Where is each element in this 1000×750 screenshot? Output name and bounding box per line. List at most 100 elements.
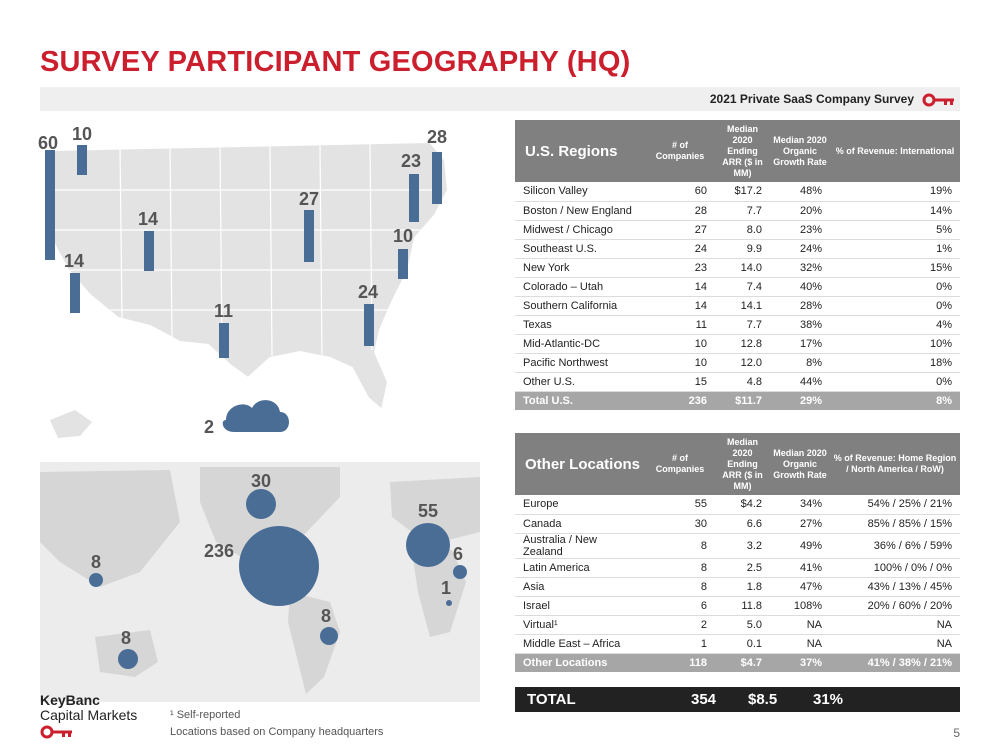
bar-texas [219, 323, 229, 358]
label-europe: 55 [418, 501, 439, 521]
table-cell: 15% [830, 258, 960, 278]
bubble-asia [89, 573, 103, 587]
table-row: Middle East – Africa 1 0.1 NA NA [515, 634, 960, 654]
bar-new-york [409, 174, 419, 222]
table-cell: 4.8 [715, 372, 770, 392]
table-cell: Australia / New Zealand [515, 533, 645, 559]
label-middle-east: 1 [441, 578, 452, 598]
us-map: 60 10 14 14 27 11 23 28 10 24 2 [30, 120, 470, 455]
table-cell: Pacific Northwest [515, 353, 645, 373]
table-cell: Middle East – Africa [515, 634, 645, 654]
table-cell: 44% [770, 372, 830, 392]
label-australia: 8 [121, 628, 132, 648]
table-row: Israel 6 11.8 108% 20% / 60% / 20% [515, 596, 960, 616]
total-row: Other Locations 118 $4.7 37% 41% / 38% / 21% [515, 653, 960, 672]
table-cell: 20% [770, 201, 830, 221]
table-cell: 100% / 0% / 0% [830, 558, 960, 578]
table-header: Other Locations [515, 433, 645, 495]
label-israel: 6 [453, 544, 464, 564]
table-cell: 7.4 [715, 277, 770, 297]
table-cell: 1.8 [715, 577, 770, 597]
total-row: Total U.S. 236 $11.7 29% 8% [515, 391, 960, 410]
keybanc-logo: KeyBanc Capital Markets [40, 693, 137, 742]
table-cell: Mid-Atlantic-DC [515, 334, 645, 354]
table-cell: 11.8 [715, 596, 770, 616]
bar-mid-atlantic [398, 249, 408, 279]
bubble-europe [406, 523, 450, 567]
total-cell: 236 [645, 391, 715, 410]
grand-total-arr: $8.5 [748, 691, 778, 708]
table-cell: 17% [770, 334, 830, 354]
logo-line2: Capital Markets [40, 707, 138, 723]
table-row: Boston / New England 28 7.7 20% 14% [515, 201, 960, 221]
label-us: 236 [204, 541, 235, 561]
table-cell: 41% [770, 558, 830, 578]
label-midwest-chicago: 27 [299, 189, 320, 209]
label-pacific-northwest: 10 [72, 124, 93, 144]
label-mid-atlantic: 10 [393, 226, 414, 246]
total-cell: $4.7 [715, 653, 770, 672]
total-cell: 37% [770, 653, 830, 672]
total-cell: 29% [770, 391, 830, 410]
label-colorado-utah: 14 [138, 209, 159, 229]
table-cell: Southern California [515, 296, 645, 316]
table-cell: 10% [830, 334, 960, 354]
table-row: Texas 11 7.7 38% 4% [515, 315, 960, 335]
table-cell: 23% [770, 220, 830, 240]
table-cell: Europe [515, 495, 645, 515]
label-other-us: 2 [204, 417, 215, 437]
table-cell: 1 [645, 634, 715, 654]
other-locations-table: Other Locations # of Companies Median 20… [515, 433, 960, 672]
bar-pacific-northwest [77, 145, 87, 175]
table-row: Silicon Valley 60 $17.2 48% 19% [515, 182, 960, 202]
table-cell: 0% [830, 372, 960, 392]
table-cell: Southeast U.S. [515, 239, 645, 259]
table-row: Mid-Atlantic-DC 10 12.8 17% 10% [515, 334, 960, 354]
table-cell: 14% [830, 201, 960, 221]
subheader-bar [40, 87, 960, 111]
table-row: Canada 30 6.6 27% 85% / 85% / 15% [515, 514, 960, 534]
table-cell: 43% / 13% / 45% [830, 577, 960, 597]
table-cell: Texas [515, 315, 645, 335]
table-cell: 28% [770, 296, 830, 316]
table-cell: 5.0 [715, 615, 770, 635]
table-row: Colorado – Utah 14 7.4 40% 0% [515, 277, 960, 297]
world-map-shape [40, 467, 480, 694]
table-cell: 0% [830, 277, 960, 297]
table-cell: 8 [645, 558, 715, 578]
table-row: Other U.S. 15 4.8 44% 0% [515, 372, 960, 392]
table-cell: 14 [645, 277, 715, 297]
bubble-australia [118, 649, 138, 669]
table-cell: 6 [645, 596, 715, 616]
page-title: SURVEY PARTICIPANT GEOGRAPHY (HQ) [40, 46, 631, 78]
table-header: % of Revenue: International [830, 120, 960, 182]
total-cell: Other Locations [515, 653, 645, 672]
table-cell: 85% / 85% / 15% [830, 514, 960, 534]
cloud-icon [222, 400, 289, 432]
bubble-canada [246, 489, 276, 519]
table-cell: 7.7 [715, 315, 770, 335]
table-cell: 48% [770, 182, 830, 202]
total-cell: Total U.S. [515, 391, 645, 410]
table-cell: 32% [770, 258, 830, 278]
table-cell: $4.2 [715, 495, 770, 515]
table-cell: 30 [645, 514, 715, 534]
grand-total-row: TOTAL 354 $8.5 31% [515, 687, 960, 712]
us-regions-table: U.S. Regions # of Companies Median 2020 … [515, 120, 960, 410]
table-cell: 19% [830, 182, 960, 202]
label-texas: 11 [214, 301, 234, 321]
logo-line1: KeyBanc [40, 692, 100, 708]
table-header: Median 2020 Organic Growth Rate [770, 433, 830, 495]
table-header: Median 2020 Organic Growth Rate [770, 120, 830, 182]
table-cell: 60 [645, 182, 715, 202]
table-cell: 14 [645, 296, 715, 316]
table-header: # of Companies [645, 433, 715, 495]
table-cell: 49% [770, 533, 830, 559]
table-cell: 10 [645, 353, 715, 373]
table-row: Asia 8 1.8 47% 43% / 13% / 45% [515, 577, 960, 597]
table-cell: Boston / New England [515, 201, 645, 221]
table-row: Pacific Northwest 10 12.0 8% 18% [515, 353, 960, 373]
table-cell: 5% [830, 220, 960, 240]
table-cell: NA [830, 615, 960, 635]
bubble-us [239, 526, 319, 606]
